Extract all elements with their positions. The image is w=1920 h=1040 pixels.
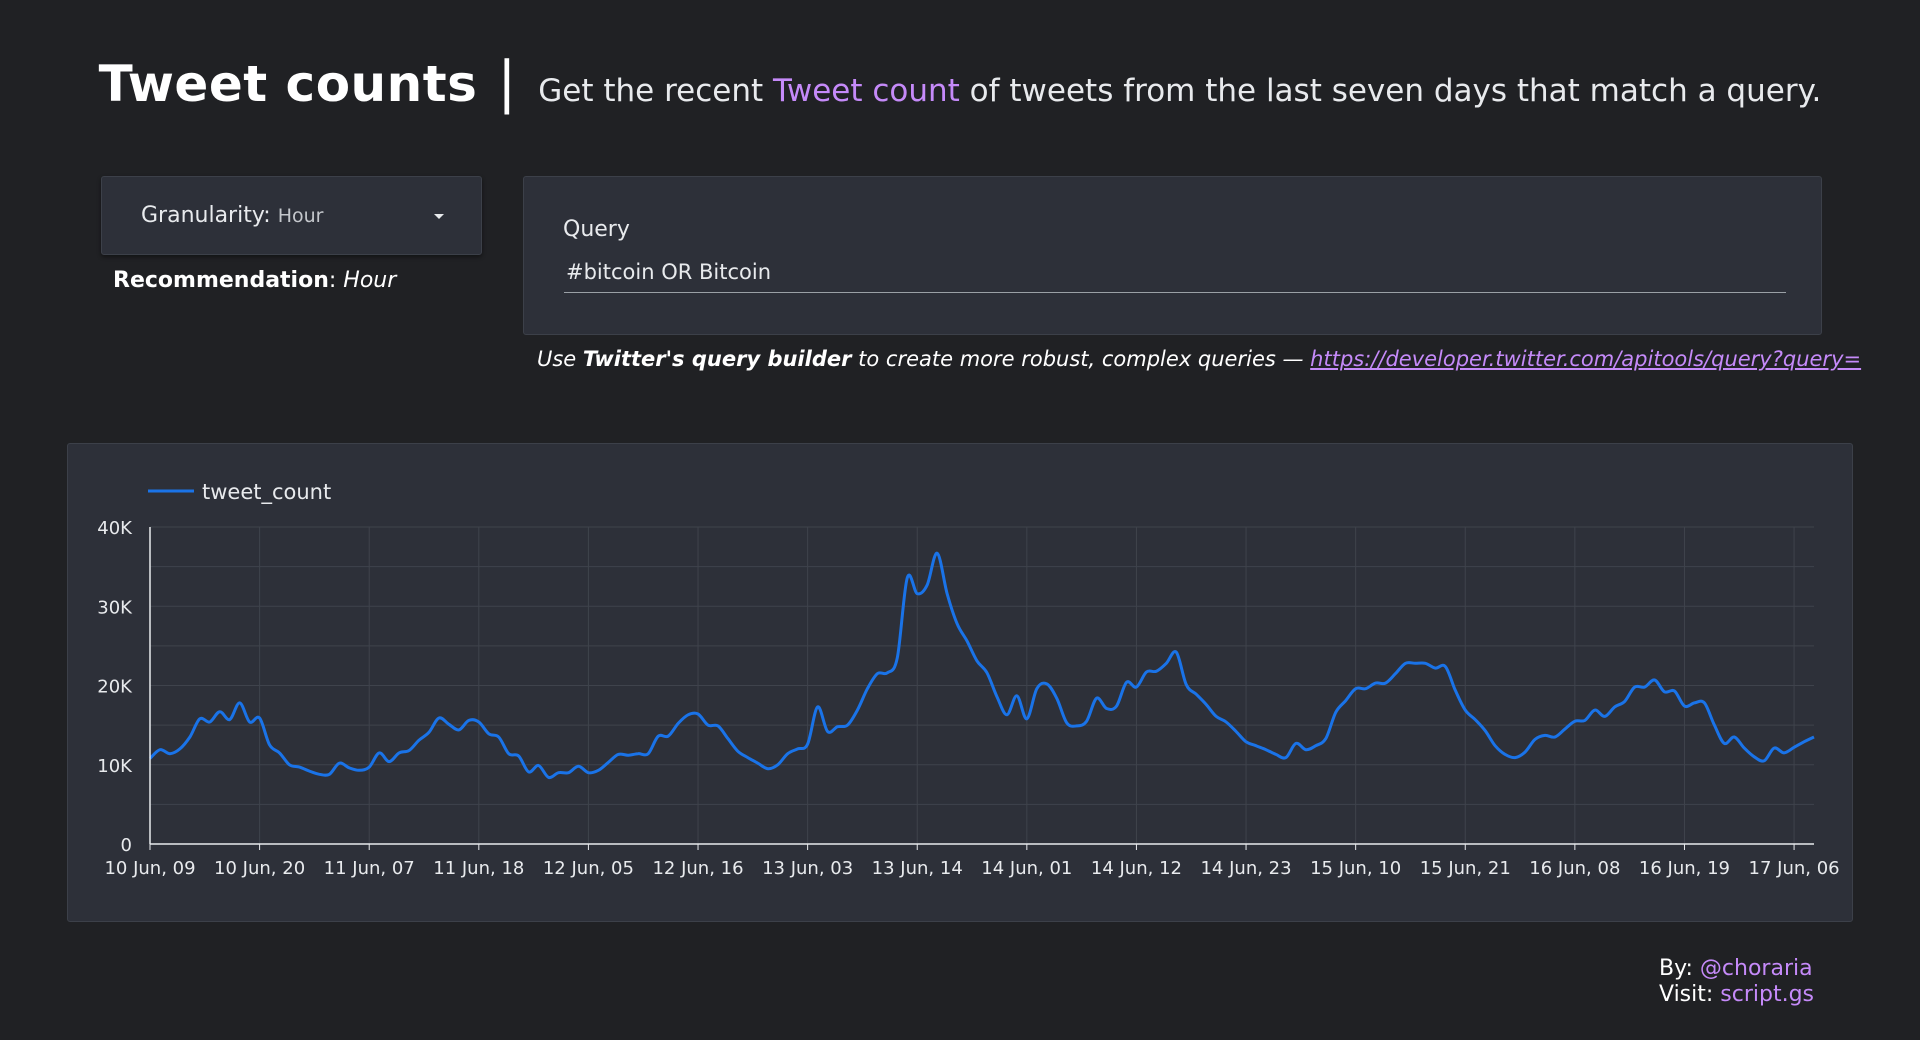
recommendation-label: Recommendation bbox=[113, 268, 329, 293]
tweet-count-line bbox=[148, 551, 1815, 780]
x-tick-label: 10 Jun, 09 bbox=[104, 858, 195, 879]
y-tick-label: 30K bbox=[97, 597, 133, 618]
recommendation-value: Hour bbox=[343, 268, 397, 293]
y-tick-label: 0 bbox=[121, 835, 132, 856]
footer-by-label: By: bbox=[1659, 956, 1700, 981]
footer-credits: By: @choraria Visit: script.gs bbox=[1659, 956, 1814, 1008]
subtitle-text-after: of tweets from the last seven days that … bbox=[959, 73, 1822, 109]
x-tick-label: 16 Jun, 19 bbox=[1639, 858, 1730, 879]
y-tick-label: 10K bbox=[97, 756, 133, 777]
page-subtitle: Get the recent Tweet count of tweets fro… bbox=[538, 73, 1821, 109]
x-tick-label: 12 Jun, 05 bbox=[543, 858, 634, 879]
x-tick-label: 15 Jun, 21 bbox=[1420, 858, 1511, 879]
footer-visit-label: Visit: bbox=[1659, 982, 1721, 1007]
recommendation-colon: : bbox=[328, 268, 344, 293]
query-label: Query bbox=[563, 217, 630, 242]
query-builder-link[interactable]: https://developer.twitter.com/apitools/q… bbox=[1310, 347, 1862, 371]
query-panel: Query bbox=[523, 176, 1822, 335]
tweet-count-chart: tweet_count 0 10K 20K 30K 40K 10 Jun, 09 10 Ju… bbox=[67, 443, 1853, 922]
granularity-label-group: Granularity: Hour bbox=[141, 203, 323, 228]
recommendation-text: Recommendation: Hour bbox=[113, 268, 396, 293]
hint-prefix: Use bbox=[537, 347, 583, 371]
x-tick-label: 13 Jun, 03 bbox=[762, 858, 853, 879]
query-builder-hint: Use Twitter's query builder to create mo… bbox=[537, 347, 1861, 371]
x-tick-label: 14 Jun, 01 bbox=[981, 858, 1072, 879]
page-title: Tweet counts bbox=[98, 55, 478, 113]
x-tick-label: 11 Jun, 07 bbox=[324, 858, 415, 879]
granularity-value: Hour bbox=[277, 205, 324, 227]
x-tick-label: 13 Jun, 14 bbox=[872, 858, 963, 879]
tweet-count-highlight: Tweet count bbox=[773, 73, 960, 109]
granularity-dropdown[interactable]: Granularity: Hour bbox=[101, 176, 482, 255]
chart-axes bbox=[149, 527, 1814, 850]
y-tick-label: 40K bbox=[97, 518, 133, 539]
chart-tick-labels: 0 10K 20K 30K 40K 10 Jun, 09 10 Jun, 20 11 Jun,… bbox=[97, 518, 1839, 879]
query-input[interactable] bbox=[564, 257, 1786, 293]
line-chart-svg: tweet_count 0 10K 20K 30K 40K 10 Jun, 09 10 Ju… bbox=[97, 480, 1839, 879]
page-header: Tweet counts | Get the recent Tweet coun… bbox=[0, 50, 1920, 115]
x-tick-label: 12 Jun, 16 bbox=[652, 858, 743, 879]
hint-middle: to create more robust, complex queries — bbox=[851, 347, 1311, 371]
granularity-label: Granularity bbox=[141, 203, 264, 228]
subtitle-text-before: Get the recent bbox=[538, 73, 774, 109]
y-tick-label: 20K bbox=[97, 677, 133, 698]
x-tick-label: 11 Jun, 18 bbox=[433, 858, 524, 879]
website-link[interactable]: script.gs bbox=[1720, 982, 1815, 1007]
x-tick-label: 10 Jun, 20 bbox=[214, 858, 305, 879]
x-tick-label: 17 Jun, 06 bbox=[1749, 858, 1840, 879]
title-separator: | bbox=[497, 50, 517, 115]
chart-gridlines bbox=[150, 526, 1814, 844]
caret-down-icon[interactable] bbox=[434, 214, 444, 219]
chart-series bbox=[148, 551, 1815, 780]
hint-bold-text: Twitter's query builder bbox=[582, 347, 852, 371]
x-tick-label: 16 Jun, 08 bbox=[1529, 858, 1620, 879]
x-tick-label: 15 Jun, 10 bbox=[1310, 858, 1401, 879]
footer-by-line: By: @choraria bbox=[1659, 956, 1814, 982]
footer-visit-line: Visit: script.gs bbox=[1659, 982, 1814, 1008]
author-link[interactable]: @choraria bbox=[1699, 956, 1813, 981]
granularity-colon: : bbox=[263, 203, 271, 228]
x-tick-label: 14 Jun, 12 bbox=[1091, 858, 1182, 879]
legend-label: tweet_count bbox=[202, 480, 331, 505]
x-tick-label: 14 Jun, 23 bbox=[1200, 858, 1291, 879]
